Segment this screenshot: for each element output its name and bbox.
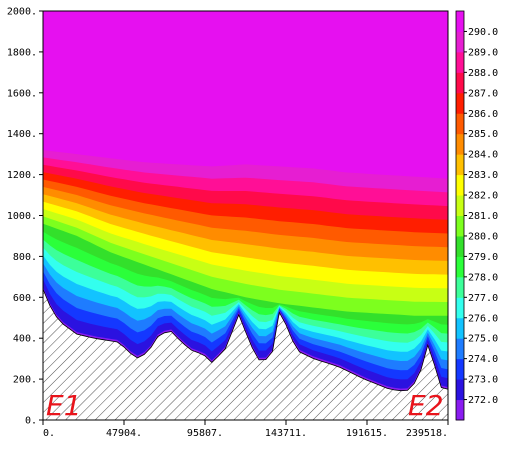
end-label-left: E1 <box>46 389 82 422</box>
y-tick-label: 400. <box>13 334 37 345</box>
colorbar-swatch <box>456 256 464 278</box>
colorbar-label: 287.0 <box>468 88 498 99</box>
x-axis: 0. 47904. 95807. 143711. 191615. 239518. <box>42 420 449 439</box>
y-tick-label: 1200. <box>7 170 37 181</box>
colorbar-label: 290.0 <box>468 27 498 38</box>
x-tick-label: 0. <box>43 428 55 439</box>
x-tick-label: 47904. <box>106 428 142 439</box>
colorbar-swatch <box>456 379 464 401</box>
x-tick-label: 239518. <box>406 428 448 439</box>
y-tick-label: 1000. <box>7 211 37 222</box>
end-label-right: E2 <box>408 389 444 422</box>
colorbar-swatch <box>456 235 464 257</box>
x-tick-label: 143711. <box>265 428 307 439</box>
colorbar-swatch <box>456 11 464 32</box>
colorbar-label: 272.0 <box>468 395 498 406</box>
colorbar-swatch <box>456 133 464 155</box>
y-tick-label: 0. <box>25 416 37 427</box>
colorbar-swatch <box>456 154 464 176</box>
colorbar-swatch <box>456 113 464 135</box>
y-tick-label: 1400. <box>7 129 37 140</box>
terrain-hatch <box>43 288 448 420</box>
colorbar-label: 279.0 <box>468 252 498 263</box>
colorbar-swatch <box>456 31 464 53</box>
colorbar-label: 285.0 <box>468 129 498 140</box>
terrain-outline <box>43 288 448 420</box>
colorbar-swatch <box>456 51 464 73</box>
colorbar-label: 282.0 <box>468 191 498 202</box>
colorbar-label: 273.0 <box>468 375 498 386</box>
colorbar-swatch <box>456 317 464 339</box>
colorbar-label: 277.0 <box>468 293 498 304</box>
colorbar-label: 274.0 <box>468 354 498 365</box>
colorbar-swatch <box>456 195 464 216</box>
colorbar-swatch <box>456 358 464 380</box>
y-axis: 0. 200. 400. 600. 800. 1000. 1200. 1400. 1600. 18… <box>7 7 43 427</box>
y-tick-label: 1800. <box>7 47 37 58</box>
colorbar-label: 275.0 <box>468 334 498 345</box>
colorbar-label: 289.0 <box>468 47 498 58</box>
colorbar-label: 276.0 <box>468 313 498 324</box>
colorbar-label: 286.0 <box>468 109 498 120</box>
y-tick-label: 200. <box>13 375 37 386</box>
x-tick-label: 191615. <box>346 428 388 439</box>
colorbar: 272.0 273.0 274.0 275.0 276.0 277.0 278.0 279.0… <box>455 10 498 421</box>
colorbar-swatch <box>456 174 464 196</box>
y-tick-label: 800. <box>13 252 37 263</box>
colorbar-swatch <box>456 276 464 298</box>
colorbar-swatch <box>456 399 464 421</box>
colorbar-label: 284.0 <box>468 150 498 161</box>
colorbar-label: 281.0 <box>468 211 498 222</box>
y-tick-label: 1600. <box>7 88 37 99</box>
y-tick-label: 600. <box>13 293 37 304</box>
colorbar-label: 283.0 <box>468 170 498 181</box>
colorbar-swatch <box>456 92 464 114</box>
colorbar-label: 280.0 <box>468 231 498 242</box>
colorbar-label: 288.0 <box>468 68 498 79</box>
colorbar-swatch <box>456 72 464 94</box>
colorbar-swatch <box>456 215 464 237</box>
x-tick-label: 95807. <box>187 428 223 439</box>
colorbar-swatch <box>456 338 464 360</box>
y-tick-label: 2000. <box>7 7 37 18</box>
colorbar-swatch <box>456 297 464 319</box>
colorbar-label: 278.0 <box>468 272 498 283</box>
